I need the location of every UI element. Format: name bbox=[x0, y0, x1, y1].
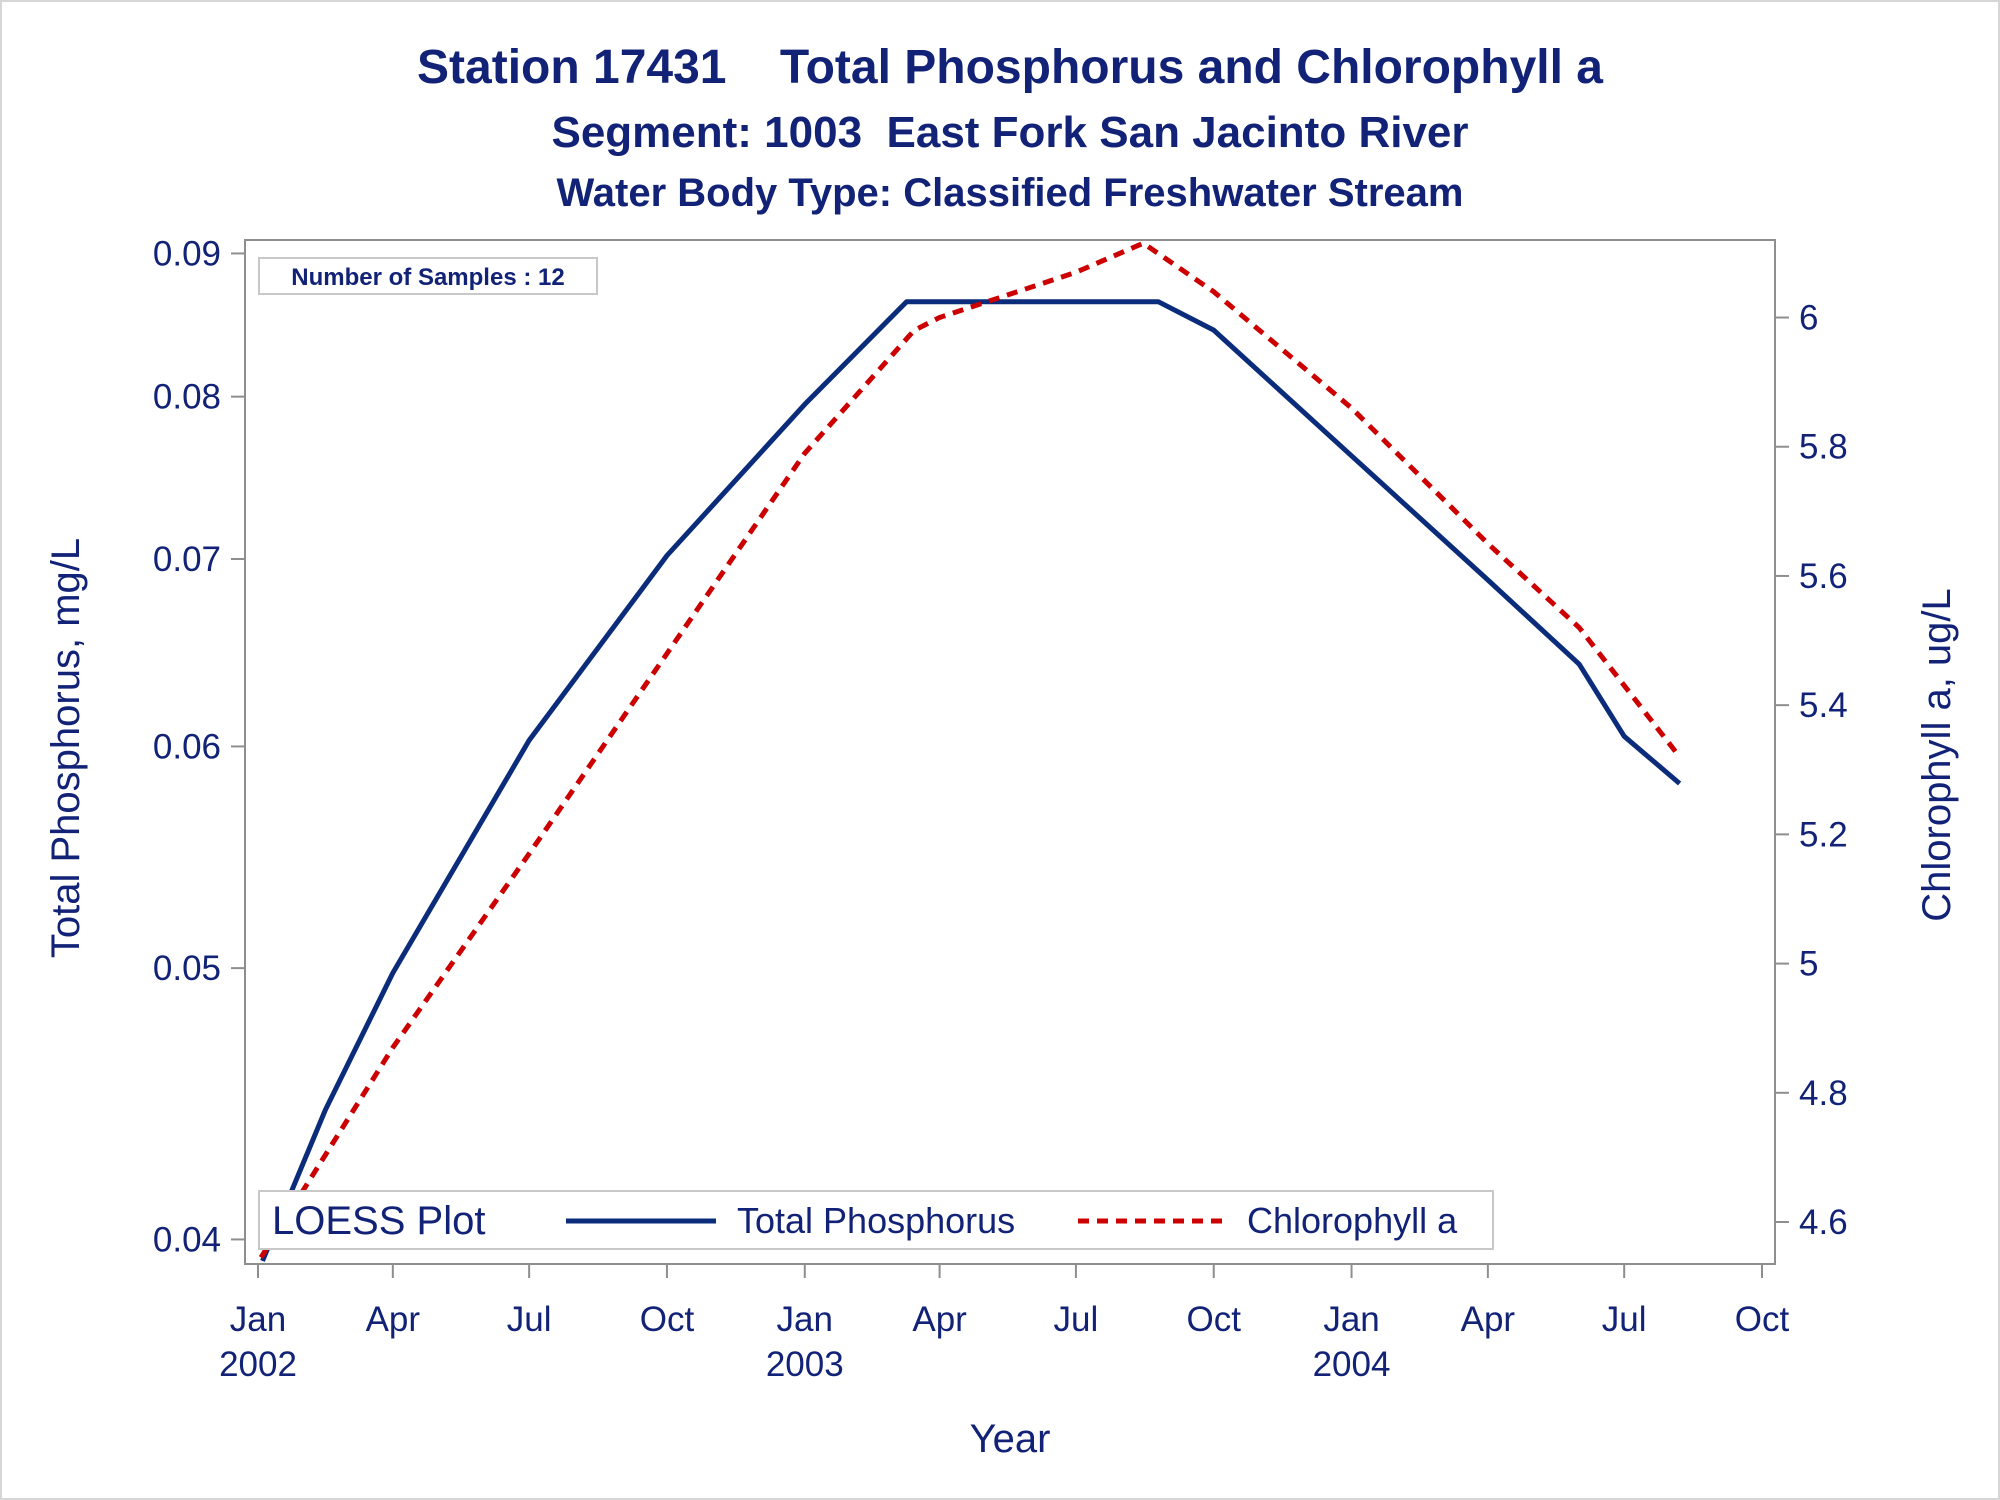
y2-tick-label: 5.8 bbox=[1799, 428, 1848, 467]
y2-tick-label: 5.4 bbox=[1799, 686, 1848, 725]
x-tick-year-label: 2004 bbox=[1313, 1345, 1391, 1384]
legend-title: LOESS Plot bbox=[272, 1199, 485, 1243]
y2-tick-label: 5.2 bbox=[1799, 815, 1848, 854]
legend-label-chlorophyll-a: Chlorophyll a bbox=[1247, 1200, 1458, 1241]
y2-tick-label: 5 bbox=[1799, 945, 1818, 984]
y-tick-label: 0.09 bbox=[153, 234, 221, 273]
x-tick-label: Jul bbox=[1602, 1300, 1647, 1339]
series-layer bbox=[258, 240, 1682, 1262]
y2-tick-label: 4.6 bbox=[1799, 1203, 1848, 1242]
x-tick-year-label: 2002 bbox=[219, 1345, 297, 1384]
series-line-chlorophyll-a bbox=[258, 240, 1682, 1259]
y2-tick-label: 5.6 bbox=[1799, 557, 1848, 596]
x-tick-label: Jul bbox=[1054, 1300, 1099, 1339]
y-tick-label: 0.06 bbox=[153, 727, 221, 766]
y2-axis-label: Chlorophyll a, ug/L bbox=[1915, 588, 1959, 922]
y-axis-label: Total Phosphorus, mg/L bbox=[44, 538, 88, 958]
x-tick-label: Jan bbox=[230, 1300, 286, 1339]
y-tick-label: 0.05 bbox=[153, 949, 221, 988]
chart-subtitle: Segment: 1003 East Fork San Jacinto Rive… bbox=[551, 108, 1468, 157]
x-tick-label: Apr bbox=[1461, 1300, 1516, 1339]
series-line-total-phosphorus bbox=[260, 299, 1682, 1262]
x-tick-label: Oct bbox=[1735, 1300, 1790, 1339]
sample-count-box bbox=[258, 257, 598, 295]
x-tick-label: Oct bbox=[640, 1300, 695, 1339]
x-tick-label: Apr bbox=[366, 1300, 421, 1339]
sample-count-label: Number of Samples : 12 bbox=[291, 264, 564, 291]
plot-area bbox=[244, 239, 1776, 1265]
axes-layer: 0.04 0.05 0.06 0.07 0.08 0.09 4.6 4.8 5 5.2 5.4 5.6… bbox=[153, 234, 1848, 1384]
x-tick-label: Jan bbox=[1323, 1300, 1379, 1339]
x-tick-year-label: 2003 bbox=[766, 1345, 844, 1384]
y-tick-label: 0.04 bbox=[153, 1220, 221, 1259]
x-tick-label: Oct bbox=[1187, 1300, 1242, 1339]
y2-tick-label: 6 bbox=[1799, 299, 1818, 338]
chart-subtitle-2: Water Body Type: Classified Freshwater S… bbox=[557, 171, 1464, 215]
y2-tick-label: 4.8 bbox=[1799, 1074, 1848, 1113]
legend-box bbox=[258, 1190, 1494, 1250]
chart-title: Station 17431 Total Phosphorus and Chlor… bbox=[417, 41, 1603, 94]
legend-label-total-phosphorus: Total Phosphorus bbox=[737, 1200, 1015, 1241]
y-tick-label: 0.07 bbox=[153, 540, 221, 579]
x-tick-label: Jul bbox=[507, 1300, 552, 1339]
x-tick-label: Jan bbox=[777, 1300, 833, 1339]
y-tick-label: 0.08 bbox=[153, 378, 221, 417]
x-axis-label: Year bbox=[970, 1417, 1051, 1461]
x-tick-label: Apr bbox=[912, 1300, 967, 1339]
